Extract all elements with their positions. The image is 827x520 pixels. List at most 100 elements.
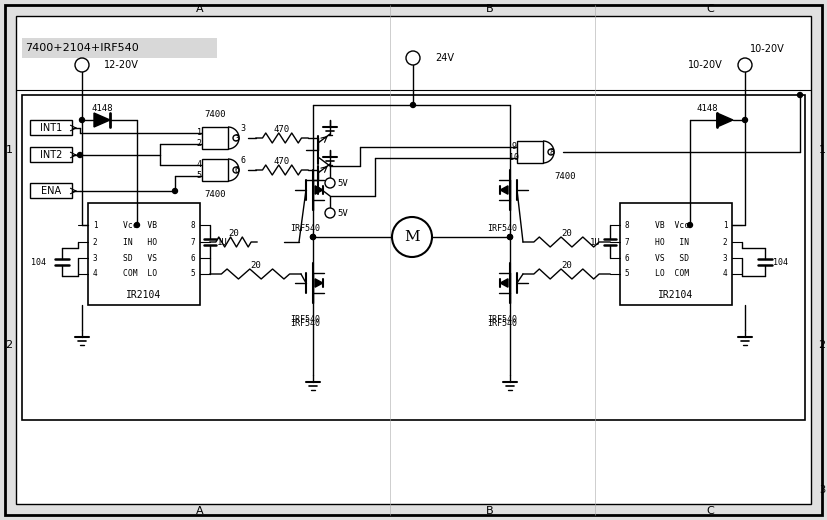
Text: 470: 470 xyxy=(274,124,290,134)
Polygon shape xyxy=(717,113,733,127)
Text: 1: 1 xyxy=(93,220,98,229)
Text: IN   HO: IN HO xyxy=(123,238,157,246)
Text: 4: 4 xyxy=(723,269,727,279)
Circle shape xyxy=(743,118,748,123)
Circle shape xyxy=(325,178,335,188)
Text: 6: 6 xyxy=(235,165,240,175)
Text: 10: 10 xyxy=(509,152,519,162)
Text: 5: 5 xyxy=(191,269,195,279)
Circle shape xyxy=(233,167,239,173)
Text: IR2104: IR2104 xyxy=(658,290,694,300)
Text: Vcc  VB: Vcc VB xyxy=(123,220,157,229)
Text: 2: 2 xyxy=(93,238,98,246)
Bar xyxy=(202,127,228,149)
Text: 2: 2 xyxy=(819,340,825,350)
Circle shape xyxy=(687,223,692,228)
Text: 10-20V: 10-20V xyxy=(750,44,785,54)
Text: 470: 470 xyxy=(274,157,290,165)
Bar xyxy=(620,203,732,305)
Text: 3: 3 xyxy=(723,254,727,263)
Text: IRF540: IRF540 xyxy=(487,316,517,324)
Text: 3: 3 xyxy=(819,485,825,495)
Text: 2: 2 xyxy=(197,138,202,148)
Text: A: A xyxy=(196,506,203,516)
Text: 7400: 7400 xyxy=(204,189,226,199)
Text: SD   VS: SD VS xyxy=(123,254,157,263)
Text: 1: 1 xyxy=(819,145,825,155)
Bar xyxy=(30,183,72,198)
Text: 3: 3 xyxy=(93,254,98,263)
Text: A: A xyxy=(196,4,203,14)
Circle shape xyxy=(310,235,315,240)
Text: INT2: INT2 xyxy=(40,150,62,160)
Text: B: B xyxy=(486,4,494,14)
Text: C: C xyxy=(706,506,714,516)
Text: 8: 8 xyxy=(191,220,195,229)
Text: 9: 9 xyxy=(512,141,517,150)
Text: 20: 20 xyxy=(228,228,239,238)
Text: 7400: 7400 xyxy=(554,172,576,180)
Circle shape xyxy=(325,208,335,218)
Text: 5V: 5V xyxy=(337,178,348,188)
Text: 3: 3 xyxy=(235,134,240,142)
Text: 8: 8 xyxy=(549,148,554,157)
Bar xyxy=(30,120,72,135)
Text: 7: 7 xyxy=(191,238,195,246)
Circle shape xyxy=(548,149,554,155)
Circle shape xyxy=(310,235,315,240)
Polygon shape xyxy=(315,279,323,287)
Circle shape xyxy=(135,223,140,228)
Text: 6: 6 xyxy=(624,254,629,263)
Text: IRF540: IRF540 xyxy=(487,318,517,328)
Text: 4148: 4148 xyxy=(91,103,112,112)
Text: 104: 104 xyxy=(773,257,788,267)
Text: C: C xyxy=(706,4,714,14)
Text: COM  LO: COM LO xyxy=(123,269,157,279)
Text: 7400: 7400 xyxy=(204,110,226,119)
Text: IRF540: IRF540 xyxy=(290,224,320,232)
Text: VS   SD: VS SD xyxy=(655,254,689,263)
Bar xyxy=(30,147,72,162)
Text: 5: 5 xyxy=(197,171,202,179)
Circle shape xyxy=(233,135,239,141)
Bar xyxy=(22,38,217,58)
Text: M: M xyxy=(404,230,420,244)
Text: IRF540: IRF540 xyxy=(290,318,320,328)
Circle shape xyxy=(392,217,432,257)
Circle shape xyxy=(738,58,752,72)
Text: ENA: ENA xyxy=(41,186,61,196)
Circle shape xyxy=(508,235,513,240)
Text: 6: 6 xyxy=(191,254,195,263)
Text: 4: 4 xyxy=(93,269,98,279)
Text: 5V: 5V xyxy=(337,209,348,217)
Text: 1: 1 xyxy=(6,145,12,155)
Text: 10-20V: 10-20V xyxy=(688,60,723,70)
Text: 5: 5 xyxy=(624,269,629,279)
Text: 4: 4 xyxy=(197,160,202,168)
Polygon shape xyxy=(500,279,508,287)
Text: 1: 1 xyxy=(723,220,727,229)
Text: 8: 8 xyxy=(624,220,629,229)
Bar xyxy=(88,203,200,305)
Circle shape xyxy=(410,102,415,108)
Text: 1: 1 xyxy=(197,127,202,137)
Text: 4148: 4148 xyxy=(696,103,718,112)
Text: HO   IN: HO IN xyxy=(655,238,689,246)
Polygon shape xyxy=(94,113,110,127)
Text: 20: 20 xyxy=(562,261,572,269)
Text: VB  Vcc: VB Vcc xyxy=(655,220,689,229)
Circle shape xyxy=(797,93,802,98)
Circle shape xyxy=(173,189,178,193)
Text: 6: 6 xyxy=(241,155,246,164)
Text: IRF540: IRF540 xyxy=(487,224,517,232)
Text: 2: 2 xyxy=(6,340,12,350)
Polygon shape xyxy=(315,186,323,194)
Text: 20: 20 xyxy=(562,228,572,238)
Text: 2: 2 xyxy=(723,238,727,246)
Text: 104: 104 xyxy=(31,257,46,267)
Bar xyxy=(517,141,543,163)
Bar xyxy=(22,95,805,420)
Text: 7400+2104+IRF540: 7400+2104+IRF540 xyxy=(25,43,139,53)
Text: LO  COM: LO COM xyxy=(655,269,689,279)
Text: IR2104: IR2104 xyxy=(127,290,161,300)
